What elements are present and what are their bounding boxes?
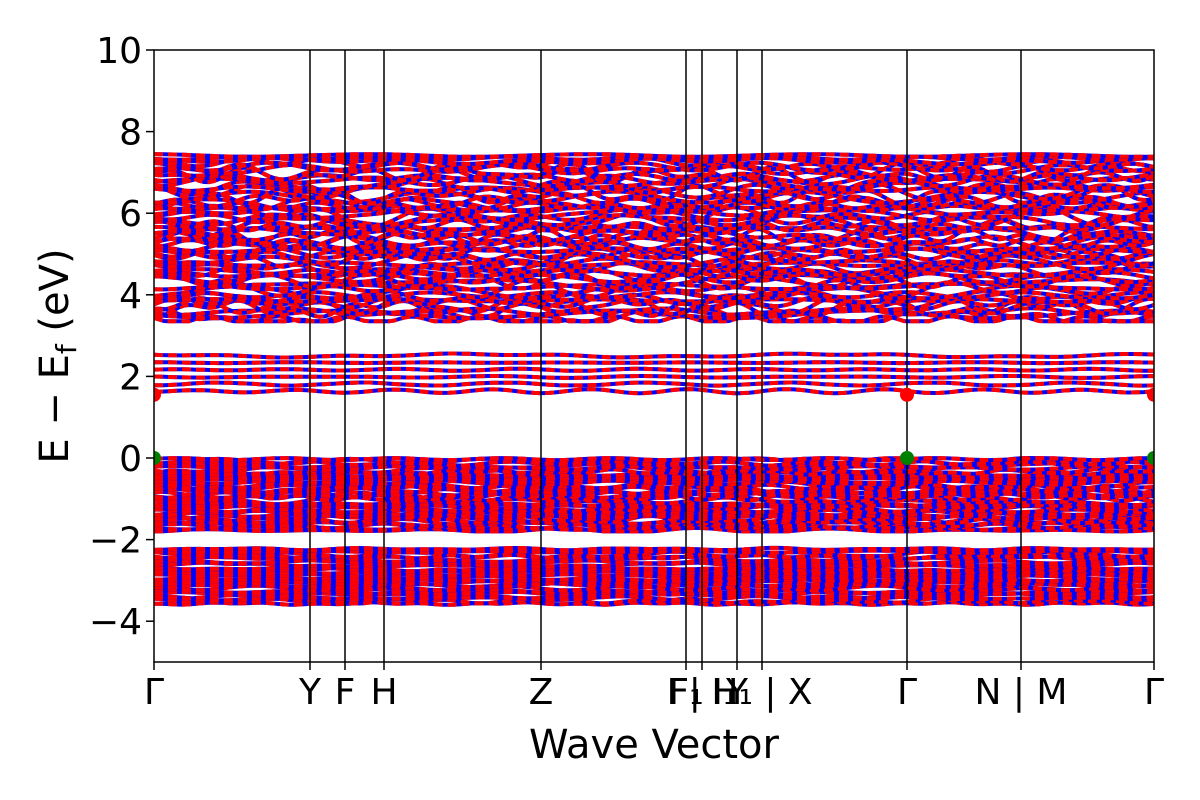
band-line-red bbox=[154, 566, 1154, 574]
band-line-red bbox=[154, 380, 1154, 388]
x-tick-label: F bbox=[335, 672, 356, 713]
band-line-red bbox=[154, 296, 1154, 304]
y-tick-label: −2 bbox=[89, 521, 142, 562]
y-tick-label: 10 bbox=[96, 31, 142, 72]
y-axis-label-unit: (eV) bbox=[32, 248, 78, 344]
x-tick-label: I | I₁ bbox=[667, 672, 738, 713]
band-line-blue bbox=[154, 374, 1154, 380]
x-tick-label: Γ bbox=[897, 672, 917, 713]
band-edge-marker bbox=[1147, 451, 1154, 465]
plot-frame bbox=[153, 49, 1155, 663]
band-line-red bbox=[154, 501, 1154, 508]
band-line-red bbox=[154, 581, 1154, 590]
band-line-red bbox=[154, 249, 1154, 263]
band-line-red bbox=[154, 545, 1154, 553]
x-tick-label: F₁ bbox=[668, 672, 703, 713]
band-line-blue bbox=[154, 290, 1154, 300]
y-tick-label: 6 bbox=[119, 194, 142, 235]
band-edge-marker bbox=[900, 387, 914, 402]
y-axis-label-main: E − E bbox=[32, 354, 78, 464]
band-line-red bbox=[154, 230, 1154, 248]
x-tick-label: N | M bbox=[974, 672, 1067, 713]
x-axis-label: Wave Vector bbox=[529, 722, 780, 768]
band-line-red bbox=[154, 191, 1154, 210]
band-line-red bbox=[154, 154, 1154, 162]
band-line-red bbox=[154, 217, 1154, 233]
band-line-blue bbox=[154, 380, 1154, 388]
y-axis-label: E − Ef (eV) bbox=[32, 248, 83, 463]
band-edge-marker bbox=[154, 387, 161, 402]
band-line-red bbox=[154, 573, 1154, 582]
band-line-red bbox=[154, 579, 1154, 587]
band-lines bbox=[154, 152, 1154, 607]
band-line-red bbox=[154, 470, 1154, 479]
band-edge-marker bbox=[154, 451, 161, 465]
band-line-blue bbox=[154, 152, 1154, 159]
band-line-red bbox=[154, 246, 1154, 260]
y-axis-label-sub: f bbox=[50, 343, 83, 354]
band-line-red bbox=[154, 586, 1154, 596]
band-edge-markers bbox=[154, 387, 1154, 465]
band-line-blue bbox=[154, 489, 1154, 498]
y-tick-label: 8 bbox=[119, 113, 142, 154]
band-edge-marker bbox=[900, 451, 914, 465]
band-edge-marker bbox=[1147, 387, 1154, 402]
band-line-blue bbox=[154, 503, 1154, 515]
band-line-red bbox=[154, 476, 1154, 481]
x-tick-label: H₁ | X bbox=[711, 672, 812, 713]
band-line-red bbox=[154, 152, 1154, 159]
band-line-red bbox=[154, 360, 1154, 366]
x-tick-label: Γ bbox=[144, 672, 164, 713]
y-axis-ticks: −4 −2 0 2 4 6 8 10 bbox=[89, 31, 154, 643]
band-line-red bbox=[154, 560, 1154, 569]
y-tick-label: 0 bbox=[119, 439, 142, 480]
band-line-red bbox=[154, 524, 1154, 532]
band-line-blue bbox=[154, 366, 1154, 373]
band-line-red bbox=[154, 594, 1154, 603]
y-tick-label: −4 bbox=[89, 602, 142, 643]
band-line-blue bbox=[154, 360, 1154, 366]
band-line-blue bbox=[154, 456, 1154, 463]
band-line-red bbox=[154, 569, 1154, 576]
x-tick-label: Γ bbox=[1144, 672, 1164, 713]
band-line-red bbox=[154, 478, 1154, 487]
band-line-red bbox=[154, 502, 1154, 511]
band-line-red bbox=[154, 374, 1154, 380]
band-line-blue bbox=[154, 513, 1154, 522]
x-tick-label: Y bbox=[725, 672, 749, 713]
band-line-red bbox=[154, 173, 1154, 189]
band-line-blue bbox=[154, 162, 1154, 177]
band-line-red bbox=[154, 260, 1154, 269]
y-tick-label: 2 bbox=[119, 357, 142, 398]
band-line-red bbox=[154, 571, 1154, 579]
high-symmetry-lines bbox=[309, 50, 1022, 662]
band-line-red bbox=[154, 461, 1154, 470]
x-tick-label: Y bbox=[298, 672, 322, 713]
band-line-red bbox=[154, 456, 1154, 463]
band-line-red bbox=[154, 600, 1154, 607]
band-line-blue bbox=[154, 545, 1154, 553]
x-tick-label: Z bbox=[529, 672, 554, 713]
y-tick-label: 4 bbox=[119, 276, 142, 317]
x-tick-label: H bbox=[370, 672, 397, 713]
band-line-red bbox=[154, 554, 1154, 565]
band-line-blue bbox=[154, 267, 1154, 278]
band-line-red bbox=[154, 366, 1154, 373]
band-line-red bbox=[154, 520, 1154, 529]
band-line-blue bbox=[154, 596, 1154, 606]
band-line-red bbox=[154, 189, 1154, 206]
band-line-blue bbox=[154, 387, 1154, 396]
band-line-red bbox=[154, 224, 1154, 232]
band-line-red bbox=[154, 589, 1154, 597]
band-line-blue bbox=[154, 351, 1154, 360]
band-line-red bbox=[154, 351, 1154, 360]
band-line-red bbox=[154, 267, 1154, 284]
band-line-red bbox=[154, 548, 1154, 555]
